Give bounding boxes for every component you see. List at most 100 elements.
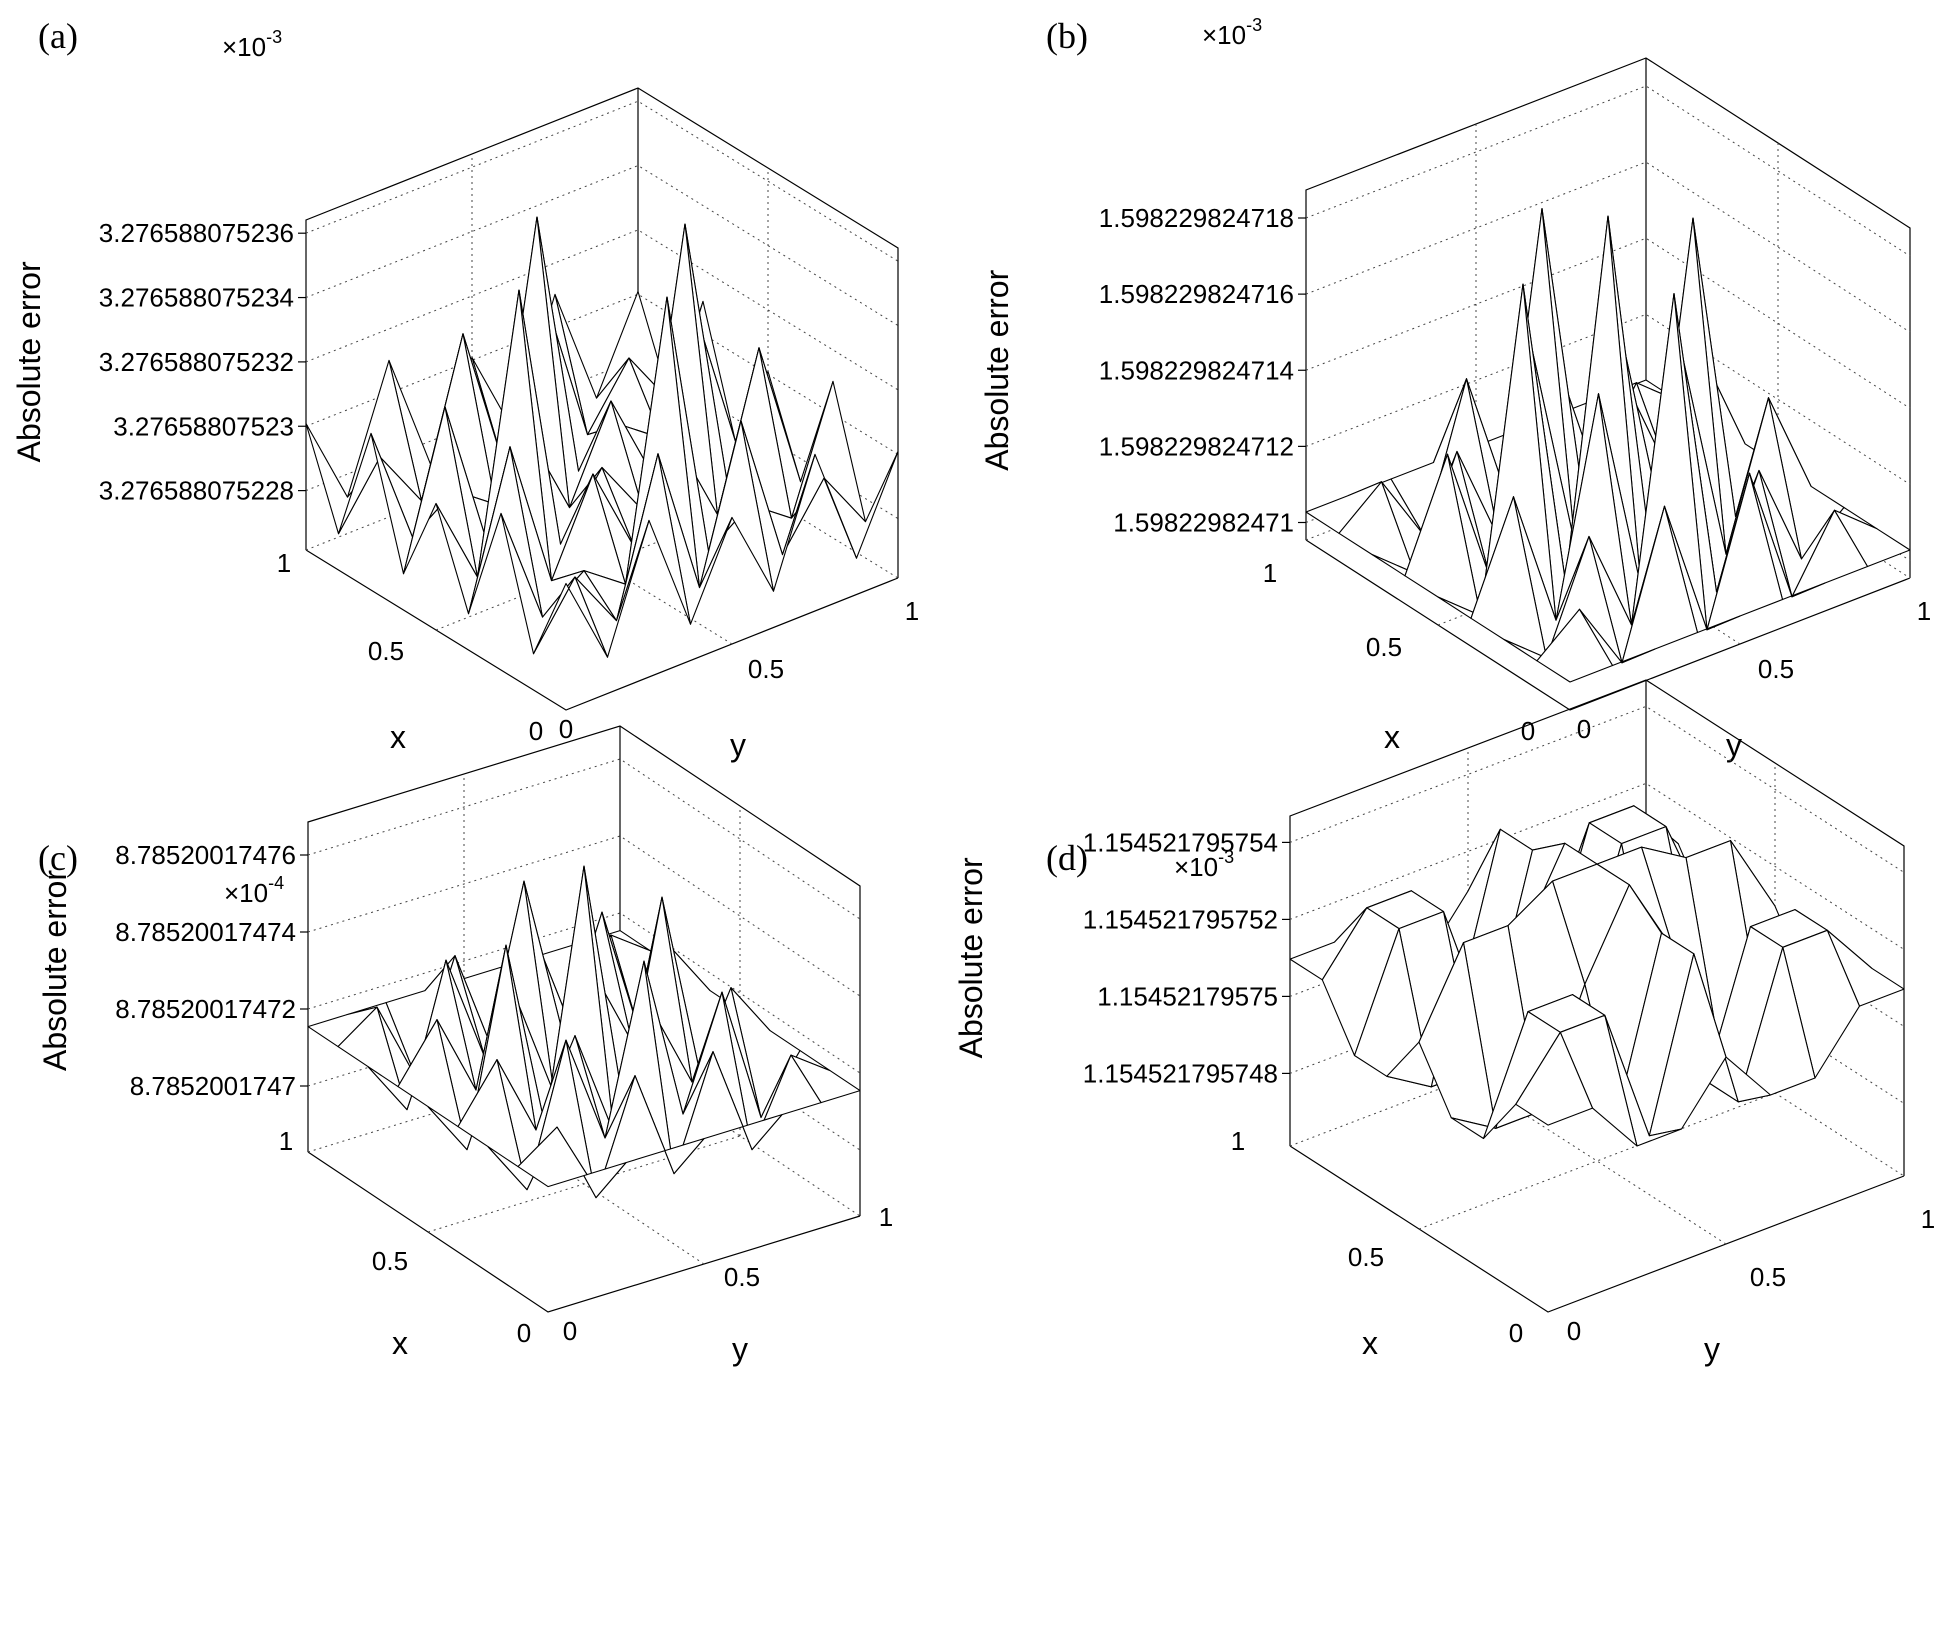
panel-a-x-tick-label: 0: [529, 716, 543, 746]
panel-a-letter: (a): [38, 16, 78, 56]
panel-d-y-tick-label: 0: [1567, 1316, 1581, 1346]
panel-b-z-gridline: [1305, 85, 1911, 257]
panel-b-z-axis-label: Absolute error: [979, 269, 1015, 470]
panel-a-z-tick-label: 3.276588075232: [99, 347, 294, 377]
panel-d: (d) ×10-3 1.1545217957481.154521795751.1…: [953, 679, 1935, 1367]
panel-c-y-axis-label: y: [732, 1331, 748, 1367]
panel-b-z-tick-label: 1.598229824718: [1099, 203, 1294, 233]
panel-c-y-tick-label: 1: [879, 1202, 893, 1232]
panel-b-x-tick-label: 0: [1521, 716, 1535, 746]
panel-c-multiplier: ×10-4: [224, 873, 284, 908]
panel-b-x-tick-label: 0.5: [1366, 632, 1402, 662]
panel-b-y-tick-label: 1: [1917, 596, 1931, 626]
panel-a-y-axis-label: y: [730, 727, 746, 763]
panel-b-y-axis-label: y: [1726, 727, 1742, 763]
panel-d-multiplier-exponent: -3: [1218, 847, 1234, 867]
panel-d-surface-cell: [1515, 1031, 1594, 1126]
panel-d-y-tick-label: 1: [1921, 1204, 1935, 1234]
panel-b-z-gridline: [1305, 237, 1911, 409]
panel-d-y-axis-label: y: [1704, 1331, 1720, 1367]
panel-b-z-axis: 1.59822982471 1.598229824712 1.59822982471…: [1099, 85, 1911, 561]
panel-c-letter: (c): [38, 838, 78, 878]
panel-c-x-tick-label: 0: [517, 1318, 531, 1348]
panel-a-multiplier: ×10-3: [222, 27, 282, 62]
panel-c: (c) ×10-4 8.7852001747 8.78520017472 8.785…: [37, 725, 893, 1367]
panel-d-z-gridline: [1289, 782, 1905, 950]
panel-a-surface-cell: [532, 576, 609, 658]
panel-d-y-tick-label: 0.5: [1750, 1262, 1786, 1292]
panel-c-z-gridline: [307, 758, 861, 920]
panel-a-x-axis-label: x: [390, 719, 406, 755]
panel-b-multiplier-base: ×10: [1202, 20, 1246, 50]
panel-b-z-tick-label: 1.598229824712: [1099, 431, 1294, 461]
panel-a-floor-edges: [305, 549, 899, 711]
panel-b-y-tick-label: 0: [1577, 714, 1591, 744]
panel-c-z-gridline: [307, 835, 861, 997]
panel-c-z-tick-label: 8.78520017474: [115, 917, 296, 947]
panel-a-z-gridline: [305, 229, 899, 391]
panel-a-multiplier-base: ×10: [222, 32, 266, 62]
panel-c-x-tick-label: 1: [279, 1126, 293, 1156]
panel-d-z-tick-label: 1.154521795754: [1083, 827, 1278, 857]
panel-c-y-tick-label: 0: [563, 1316, 577, 1346]
panel-c-z-gridline: [307, 912, 861, 1074]
panel-c-x-axis-label: x: [392, 1325, 408, 1361]
panel-b-z-gridline: [1305, 313, 1911, 485]
panel-a-z-tick-label: 3.276588075236: [99, 218, 294, 248]
panel-a-x-tick-label: 0.5: [368, 636, 404, 666]
panel-b-floor-edges: [1305, 539, 1911, 711]
panel-d-z-gridline: [1289, 705, 1905, 873]
panel-a-z-tick-label: 3.27658807523: [113, 411, 294, 441]
panel-d-floor-edges: [1289, 1145, 1905, 1313]
panel-b-multiplier: ×10-3: [1202, 15, 1262, 50]
panel-c-surface-cell: [517, 1126, 588, 1188]
panel-a-z-gridline: [305, 164, 899, 326]
panel-d-letter: (d): [1046, 838, 1088, 878]
panel-a-multiplier-exponent: -3: [266, 27, 282, 47]
panel-a-y-tick-label: 0.5: [748, 654, 784, 684]
panel-b: (b) ×10-3 1.598229824711.5982298247121.5…: [979, 15, 1931, 763]
panel-a-z-tick-label: 3.276588075234: [99, 283, 294, 313]
panel-b-multiplier-exponent: -3: [1246, 15, 1262, 35]
panel-d-z-tick-label: 1.154521795752: [1083, 904, 1278, 934]
panel-b-surface-cell: [1536, 608, 1614, 683]
panel-c-y-tick-label: 0.5: [724, 1262, 760, 1292]
panel-d-x-axis-label: x: [1362, 1325, 1378, 1361]
panel-b-surface: [1305, 208, 1911, 683]
panel-a-y-tick-label: 0: [559, 714, 573, 744]
panel-b-y-tick-label: 0.5: [1758, 654, 1794, 684]
panel-c-x-tick-label: 0.5: [372, 1246, 408, 1276]
panel-a-z-axis: 3.276588075228 3.27658807523 3.27658807523…: [99, 100, 899, 520]
panel-b-z-gridline: [1305, 161, 1911, 333]
panel-c-floor-back: [307, 1055, 861, 1217]
panel-b-x-axis-label: x: [1384, 719, 1400, 755]
panel-d-z-axis: 1.154521795748 1.15452179575 1.15452179575…: [1083, 705, 1905, 1104]
panel-a-z-gridline: [305, 100, 899, 262]
panel-b-z-tick-label: 1.598229824716: [1099, 279, 1294, 309]
panel-c-multiplier-base: ×10: [224, 878, 268, 908]
panel-d-multiplier-base: ×10: [1174, 852, 1218, 882]
panel-a-z-tick-label: 3.276588075228: [99, 476, 294, 506]
panel-c-surface: [307, 865, 861, 1199]
panel-c-z-tick-label: 8.7852001747: [130, 1071, 296, 1101]
panel-d-z-tick-label: 1.154521795748: [1083, 1058, 1278, 1088]
panel-a-z-axis-label: Absolute error: [11, 261, 47, 462]
panel-b-letter: (b): [1046, 16, 1088, 56]
panel-d-z-tick-label: 1.15452179575: [1097, 981, 1278, 1011]
panel-c-multiplier-exponent: -4: [268, 873, 284, 893]
panel-b-z-tick-label: 1.598229824714: [1099, 355, 1294, 385]
panel-d-surface: [1289, 805, 1905, 1147]
panel-d-z-axis-label: Absolute error: [953, 857, 989, 1058]
panel-c-z-tick-label: 8.78520017476: [115, 840, 296, 870]
panel-d-x-tick-label: 0.5: [1348, 1242, 1384, 1272]
panel-d-x-tick-label: 1: [1231, 1126, 1245, 1156]
panel-d-floor-back: [1289, 1009, 1905, 1177]
panel-d-multiplier: ×10-3: [1174, 847, 1234, 882]
panel-a-surface: [305, 216, 899, 658]
panel-a-x-tick-label: 1: [277, 548, 291, 578]
panel-c-z-axis-label: Absolute error: [37, 870, 73, 1071]
panel-b-x-tick-label: 1: [1263, 558, 1277, 588]
panel-c-floor-edges: [307, 1151, 861, 1313]
panel-d-x-tick-label: 0: [1509, 1318, 1523, 1348]
